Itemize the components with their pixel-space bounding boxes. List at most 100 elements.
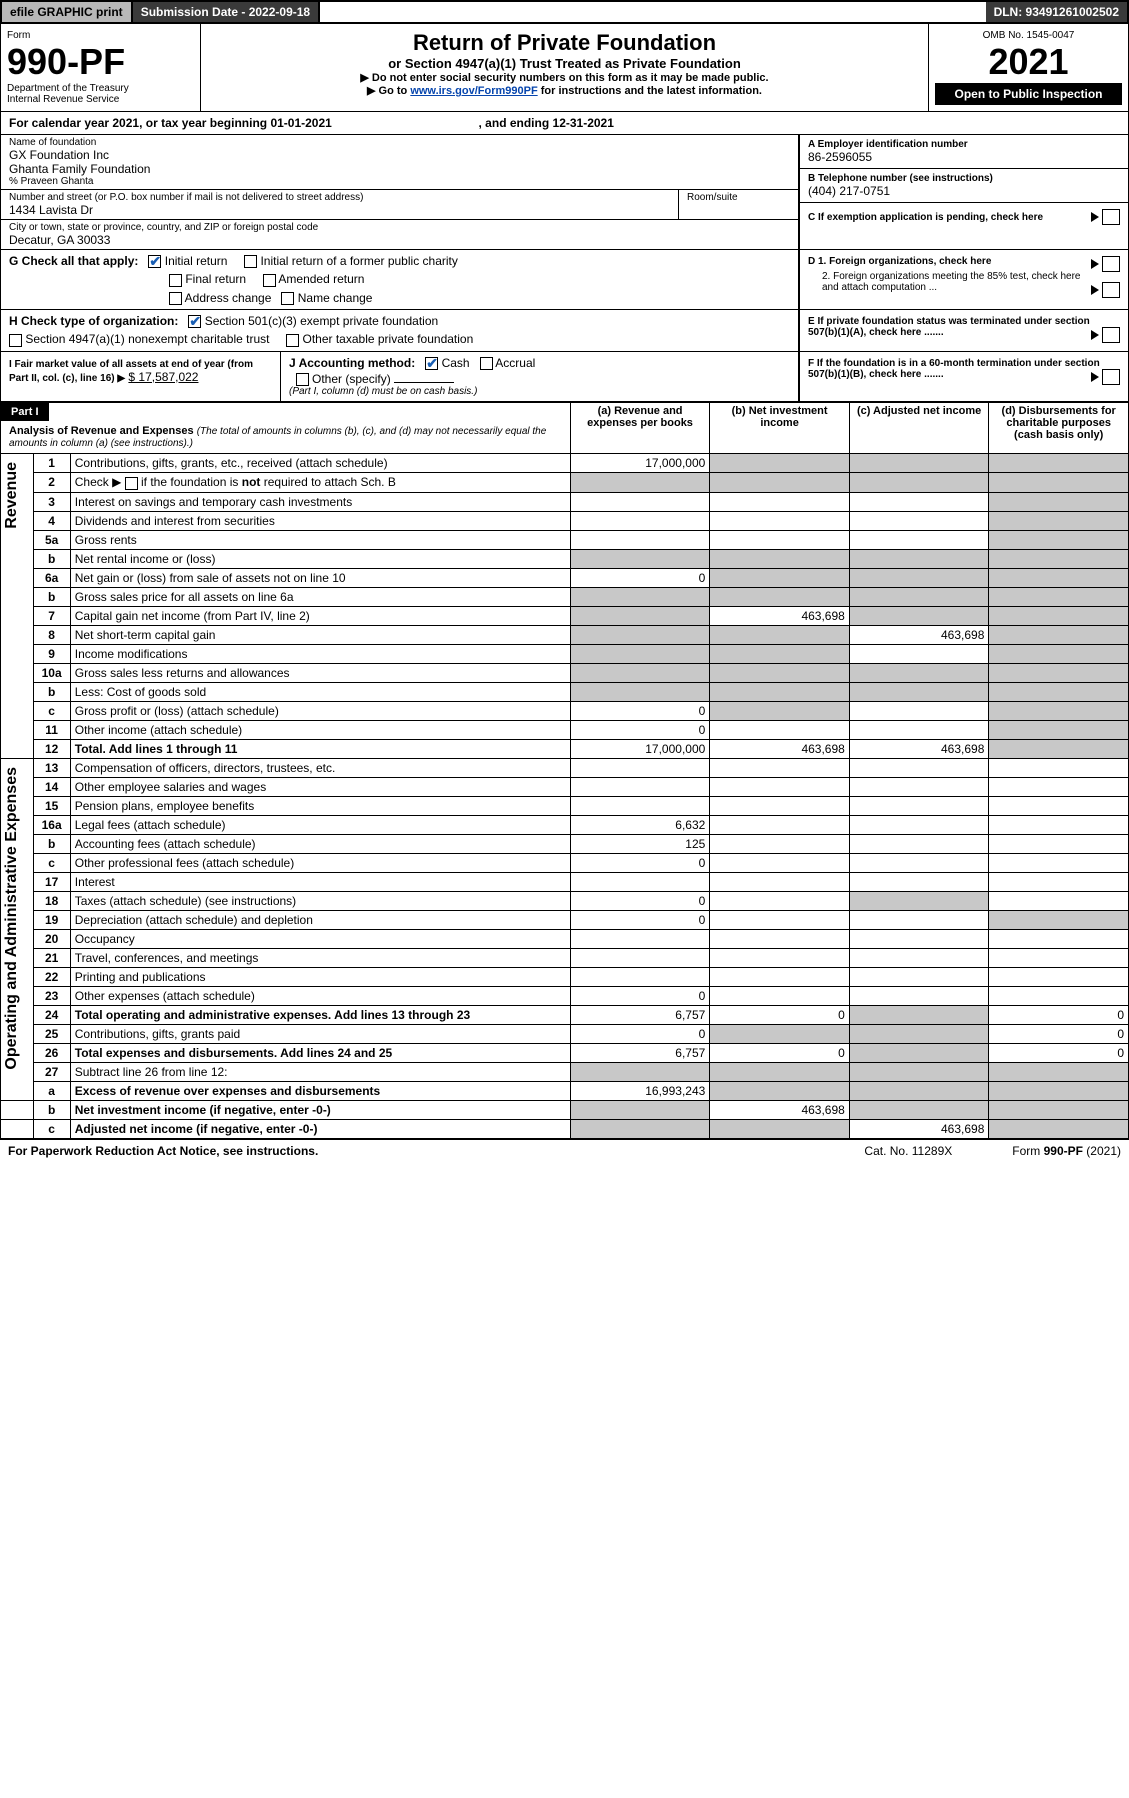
name-label: Name of foundation [9, 137, 790, 148]
table-row: 2Check ▶ if the foundation is not requir… [1, 473, 1129, 492]
table-row: cAdjusted net income (if negative, enter… [1, 1119, 1129, 1138]
cb-d2[interactable] [1102, 282, 1120, 298]
table-row: 11Other income (attach schedule)0 [1, 720, 1129, 739]
table-row: 25Contributions, gifts, grants paid00 [1, 1024, 1129, 1043]
d2-label: 2. Foreign organizations meeting the 85%… [822, 271, 1080, 293]
cb-final-return[interactable] [169, 274, 182, 287]
table-row: 18Taxes (attach schedule) (see instructi… [1, 891, 1129, 910]
street-address: 1434 Lavista Dr [9, 203, 670, 217]
table-row: 23Other expenses (attach schedule)0 [1, 986, 1129, 1005]
table-row: aExcess of revenue over expenses and dis… [1, 1081, 1129, 1100]
table-row: 12Total. Add lines 1 through 1117,000,00… [1, 739, 1129, 758]
table-row: 10aGross sales less returns and allowanc… [1, 663, 1129, 682]
irs: Internal Revenue Service [7, 94, 194, 105]
table-row: 3Interest on savings and temporary cash … [1, 492, 1129, 511]
col-d-header: (d) Disbursements for charitable purpose… [989, 403, 1129, 454]
arrow-icon [1091, 372, 1099, 382]
cb-4947a1[interactable] [9, 334, 22, 347]
form-subtitle: or Section 4947(a)(1) Trust Treated as P… [213, 56, 916, 71]
table-row: bNet rental income or (loss) [1, 549, 1129, 568]
tax-year: 2021 [935, 41, 1122, 83]
paperwork-notice: For Paperwork Reduction Act Notice, see … [8, 1144, 318, 1158]
g-label: G Check all that apply: [9, 254, 138, 268]
form-title: Return of Private Foundation [213, 30, 916, 56]
care-of: % Praveen Ghanta [9, 176, 790, 187]
cb-initial-return[interactable] [148, 255, 161, 268]
part1-table: Part I Analysis of Revenue and Expenses … [0, 402, 1129, 1138]
addr-label: Number and street (or P.O. box number if… [9, 192, 670, 203]
table-row: 24Total operating and administrative exp… [1, 1005, 1129, 1024]
omb: OMB No. 1545-0047 [935, 30, 1122, 41]
table-row: 6aNet gain or (loss) from sale of assets… [1, 568, 1129, 587]
revenue-side-label: Revenue [1, 454, 23, 537]
exemption-checkbox[interactable] [1102, 209, 1120, 225]
table-row: bAccounting fees (attach schedule)125 [1, 834, 1129, 853]
col-a-header: (a) Revenue and expenses per books [570, 403, 710, 454]
table-row: 14Other employee salaries and wages [1, 777, 1129, 796]
cb-addr-change[interactable] [169, 292, 182, 305]
cb-amended[interactable] [263, 274, 276, 287]
cb-cash[interactable] [425, 357, 438, 370]
j-note: (Part I, column (d) must be on cash basi… [289, 386, 790, 397]
e-label: E If private foundation status was termi… [808, 316, 1090, 338]
page-footer: For Paperwork Reduction Act Notice, see … [0, 1139, 1129, 1162]
table-row: 5aGross rents [1, 530, 1129, 549]
cb-sch-b[interactable] [125, 477, 138, 490]
cb-e[interactable] [1102, 327, 1120, 343]
table-row: 27Subtract line 26 from line 12: [1, 1062, 1129, 1081]
identity-block: Name of foundation GX Foundation Inc Gha… [0, 135, 1129, 250]
form-header: Form 990-PF Department of the Treasury I… [0, 24, 1129, 112]
form-word: Form [7, 30, 194, 41]
form-instr-2: ▶ Go to www.irs.gov/Form990PF for instru… [213, 84, 916, 97]
cb-initial-former[interactable] [244, 255, 257, 268]
foundation-name-2: Ghanta Family Foundation [9, 162, 790, 176]
table-row: 20Occupancy [1, 929, 1129, 948]
table-row: 21Travel, conferences, and meetings [1, 948, 1129, 967]
city-label: City or town, state or province, country… [9, 222, 790, 233]
table-row: Revenue 1Contributions, gifts, grants, e… [1, 454, 1129, 473]
table-row: 19Depreciation (attach schedule) and dep… [1, 910, 1129, 929]
table-row: Operating and Administrative Expenses 13… [1, 758, 1129, 777]
j-label: J Accounting method: [289, 356, 415, 370]
table-row: 7Capital gain net income (from Part IV, … [1, 606, 1129, 625]
cb-other-taxable[interactable] [286, 334, 299, 347]
calendar-year-row: For calendar year 2021, or tax year begi… [0, 112, 1129, 135]
h-label: H Check type of organization: [9, 314, 178, 328]
table-row: cGross profit or (loss) (attach schedule… [1, 701, 1129, 720]
table-row: 17Interest [1, 872, 1129, 891]
cb-d1[interactable] [1102, 256, 1120, 272]
col-b-header: (b) Net investment income [710, 403, 850, 454]
section-g-d: G Check all that apply: Initial return I… [0, 250, 1129, 310]
table-row: cOther professional fees (attach schedul… [1, 853, 1129, 872]
ein-value: 86-2596055 [808, 150, 1120, 164]
cb-name-change[interactable] [281, 292, 294, 305]
open-public: Open to Public Inspection [935, 83, 1122, 105]
table-row: 8Net short-term capital gain463,698 [1, 625, 1129, 644]
arrow-icon [1091, 259, 1099, 269]
city-state-zip: Decatur, GA 30033 [9, 233, 790, 247]
form990pf-link[interactable]: www.irs.gov/Form990PF [410, 85, 537, 97]
cb-f[interactable] [1102, 369, 1120, 385]
section-ij-f: I Fair market value of all assets at end… [0, 352, 1129, 403]
table-row: 9Income modifications [1, 644, 1129, 663]
efile-button[interactable]: efile GRAPHIC print [2, 2, 133, 22]
table-row: 26Total expenses and disbursements. Add … [1, 1043, 1129, 1062]
table-row: 16aLegal fees (attach schedule)6,632 [1, 815, 1129, 834]
room-label: Room/suite [687, 192, 790, 203]
table-row: bLess: Cost of goods sold [1, 682, 1129, 701]
cb-accrual[interactable] [480, 357, 493, 370]
arrow-icon [1091, 285, 1099, 295]
cb-501c3[interactable] [188, 315, 201, 328]
arrow-icon [1091, 212, 1099, 222]
table-row: 4Dividends and interest from securities [1, 511, 1129, 530]
cb-other-method[interactable] [296, 373, 309, 386]
table-row: 15Pension plans, employee benefits [1, 796, 1129, 815]
table-row: bNet investment income (if negative, ent… [1, 1100, 1129, 1119]
top-bar: efile GRAPHIC print Submission Date - 20… [0, 0, 1129, 24]
dln: DLN: 93491261002502 [986, 2, 1127, 22]
fmv-amount: $ 17,587,022 [128, 370, 198, 384]
form-number: 990-PF [7, 41, 194, 83]
part1-badge: Part I [1, 403, 49, 421]
submission-date: Submission Date - 2022-09-18 [133, 2, 320, 22]
catalog-no: Cat. No. 11289X [864, 1144, 952, 1158]
